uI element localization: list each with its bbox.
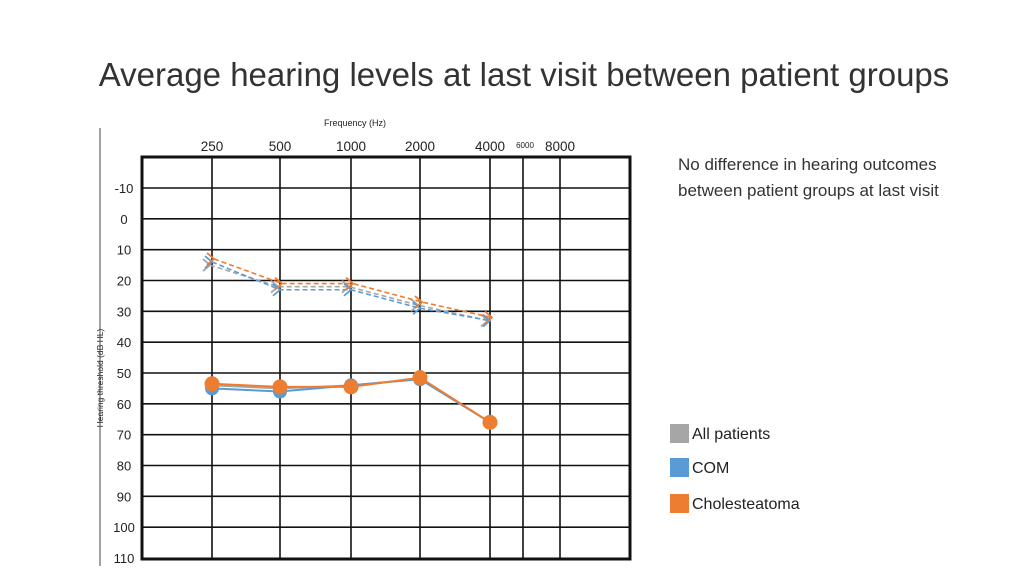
y-tick-label: 10 xyxy=(117,243,131,258)
series-bone-1 xyxy=(204,255,492,328)
legend-swatch-cholesteatoma xyxy=(670,494,689,513)
chart-series xyxy=(202,252,498,430)
bone-marker xyxy=(204,255,214,269)
bone-marker xyxy=(482,313,492,328)
y-tick-label: 60 xyxy=(117,397,131,412)
y-tick-label: 50 xyxy=(117,366,131,381)
y-tick-label: 20 xyxy=(117,274,131,289)
bone-marker xyxy=(206,252,216,266)
legend-swatch-com xyxy=(670,458,689,477)
plot-frame xyxy=(140,155,632,561)
series-line xyxy=(213,258,493,319)
x-tick-label: 6000 xyxy=(516,141,534,150)
y-tick-label: 80 xyxy=(117,459,131,474)
legend-label-all-patients: All patients xyxy=(692,426,771,443)
chart-ticks: -10 0 10 20 30 40 50 60 70 80 90 100 110 250 500 1000 20… xyxy=(113,139,575,566)
x-tick-label: 250 xyxy=(201,139,224,154)
x-tick-label: 4000 xyxy=(475,139,505,154)
legend-swatch-all-patients xyxy=(670,424,689,443)
series-air-5 xyxy=(204,370,498,430)
slide-title: Average hearing levels at last visit bet… xyxy=(98,56,950,93)
y-tick-label: 100 xyxy=(113,520,135,535)
bone-marker xyxy=(202,258,212,272)
x-tick-label: 2000 xyxy=(405,139,435,154)
x-tick-label: 500 xyxy=(269,139,292,154)
bone-marker xyxy=(345,276,355,291)
x-tick-label: 1000 xyxy=(336,139,366,154)
legend-label-com: COM xyxy=(692,460,730,477)
y-tick-label: 70 xyxy=(117,428,131,443)
y-tick-label: 40 xyxy=(117,335,131,350)
air-marker xyxy=(343,379,359,395)
air-marker xyxy=(482,414,498,430)
legend-item-com: COM xyxy=(670,458,870,480)
y-tick-label: 0 xyxy=(120,212,127,227)
series-bone-2 xyxy=(206,252,494,325)
bone-marker xyxy=(484,310,494,325)
legend-item-all-patients: All patients xyxy=(670,424,870,446)
bone-marker xyxy=(414,295,424,309)
x-tick-label: 8000 xyxy=(545,139,575,154)
air-marker xyxy=(272,379,288,395)
air-marker xyxy=(204,376,220,392)
air-marker xyxy=(412,370,428,386)
y-tick-label: -10 xyxy=(115,181,134,196)
bone-marker xyxy=(412,301,422,315)
y-tick-label: 90 xyxy=(117,489,131,504)
y-tick-label: 110 xyxy=(114,551,135,566)
legend-item-cholesteatoma: Cholesteatoma xyxy=(670,494,870,516)
y-tick-label: 30 xyxy=(117,304,131,319)
bone-marker xyxy=(272,283,282,297)
bone-marker xyxy=(343,283,353,297)
summary-note: No difference in hearing outcomes betwee… xyxy=(678,155,939,200)
chart-grid xyxy=(140,155,632,561)
legend-label-cholesteatoma: Cholesteatoma xyxy=(692,496,800,513)
bone-marker xyxy=(274,276,284,291)
x-axis-label: Frequency (Hz) xyxy=(323,118,386,128)
